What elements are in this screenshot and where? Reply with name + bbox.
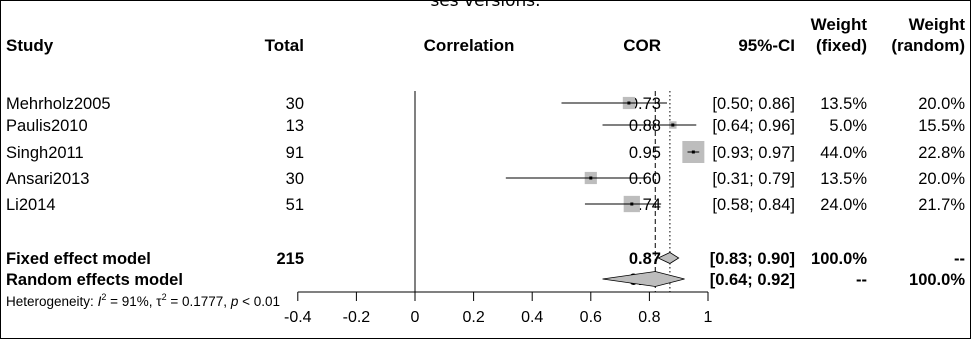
header-weight-fixed-1: Weight [811,15,868,34]
study-cor: 0.60 [629,170,661,188]
study-row: Li2014 51 0.74 [0.58; 0.84] 24.0% 21.7% [6,196,965,214]
study-weight-random: 20.0% [918,95,965,113]
point-estimate [691,150,695,154]
x-tick-label: 0.8 [638,309,660,326]
summary-name: Fixed effect model [6,250,151,268]
summary-ci: [0.64; 0.92] [710,271,795,289]
header-cor: COR [623,36,661,55]
x-axis: -0.4 -0.2 0 0.2 0.4 0.6 0.8 1 [284,291,713,326]
study-ci: [0.93; 0.97] [712,144,795,162]
x-tick-label: 0 [411,309,420,326]
study-weight-fixed: 24.0% [820,196,867,214]
summary-weight-random: -- [954,250,965,268]
summary-weight-fixed: 100.0% [811,250,867,268]
x-tick-label: 0.2 [462,309,484,326]
header-study: Study [6,36,54,55]
point-estimate [671,123,675,127]
study-total: 51 [286,196,304,214]
forest-marks [414,91,705,292]
summary-row-fixed: Fixed effect model 215 0.87 [0.83; 0.90]… [6,250,965,268]
x-tick-label: 0.4 [521,309,543,326]
study-name: Li2014 [6,196,56,214]
summary-weight-random: 100.0% [909,271,965,289]
point-estimate [630,202,634,206]
study-row: Ansari2013 30 0.60 [0.31; 0.79] 13.5% 20… [6,170,965,188]
study-name: Mehrholz2005 [6,95,111,113]
random-effect-diamond [602,271,685,287]
study-name: Paulis2010 [6,117,88,135]
study-ci: [0.64; 0.96] [712,117,795,135]
x-tick-label: 1 [704,309,713,326]
study-ci: [0.50; 0.86] [712,95,795,113]
point-estimate [589,176,593,180]
summary-ci: [0.83; 0.90] [710,250,795,268]
study-weight-fixed: 13.5% [820,170,867,188]
study-ci: [0.31; 0.79] [712,170,795,188]
summary-row-random: Random effects model 0.82 [0.64; 0.92] -… [6,271,965,289]
study-total: 30 [286,95,304,113]
study-total: 13 [286,117,304,135]
study-weight-random: 20.0% [918,170,965,188]
header-weight-random-2: (random) [891,36,965,55]
x-tick-label: 0.6 [580,309,602,326]
study-name: Ansari2013 [6,170,89,188]
header-weight-fixed-2: (fixed) [816,36,867,55]
header-ci: 95%-CI [738,36,795,55]
x-tick-label: -0.2 [343,309,371,326]
heterogeneity-text: Heterogeneity: I2 = 91%, τ2 = 0.1777, p … [6,292,280,309]
study-weight-fixed: 13.5% [820,95,867,113]
study-ci: [0.58; 0.84] [712,196,795,214]
study-weight-fixed: 5.0% [829,117,867,135]
summary-weight-fixed: -- [856,271,867,289]
x-tick-label: -0.4 [284,309,312,326]
summary-total: 215 [276,250,304,268]
study-total: 30 [286,170,304,188]
fixed-effect-diamond [657,252,680,264]
study-row: Mehrholz2005 30 0.73 [0.50; 0.86] 13.5% … [6,95,965,113]
study-weight-random: 15.5% [918,117,965,135]
study-cor: 0.95 [629,144,661,162]
header-total: Total [265,36,304,55]
study-weight-random: 22.8% [918,144,965,162]
summary-cor: 0.87 [629,250,661,268]
study-row: Singh2011 91 0.95 [0.93; 0.97] 44.0% 22.… [6,144,965,162]
study-cor: 0.88 [629,117,661,135]
study-row: Paulis2010 13 0.88 [0.64; 0.96] 5.0% 15.… [6,117,965,135]
study-weight-random: 21.7% [918,196,965,214]
study-cor: 0.73 [629,95,661,113]
point-estimate [627,101,631,105]
header-correlation: Correlation [424,36,515,55]
caption-text: ses versions. [430,0,541,11]
summary-name: Random effects model [6,271,183,289]
header-weight-random-1: Weight [909,15,966,34]
study-name: Singh2011 [6,144,84,162]
study-total: 91 [286,144,304,162]
study-weight-fixed: 44.0% [820,144,867,162]
